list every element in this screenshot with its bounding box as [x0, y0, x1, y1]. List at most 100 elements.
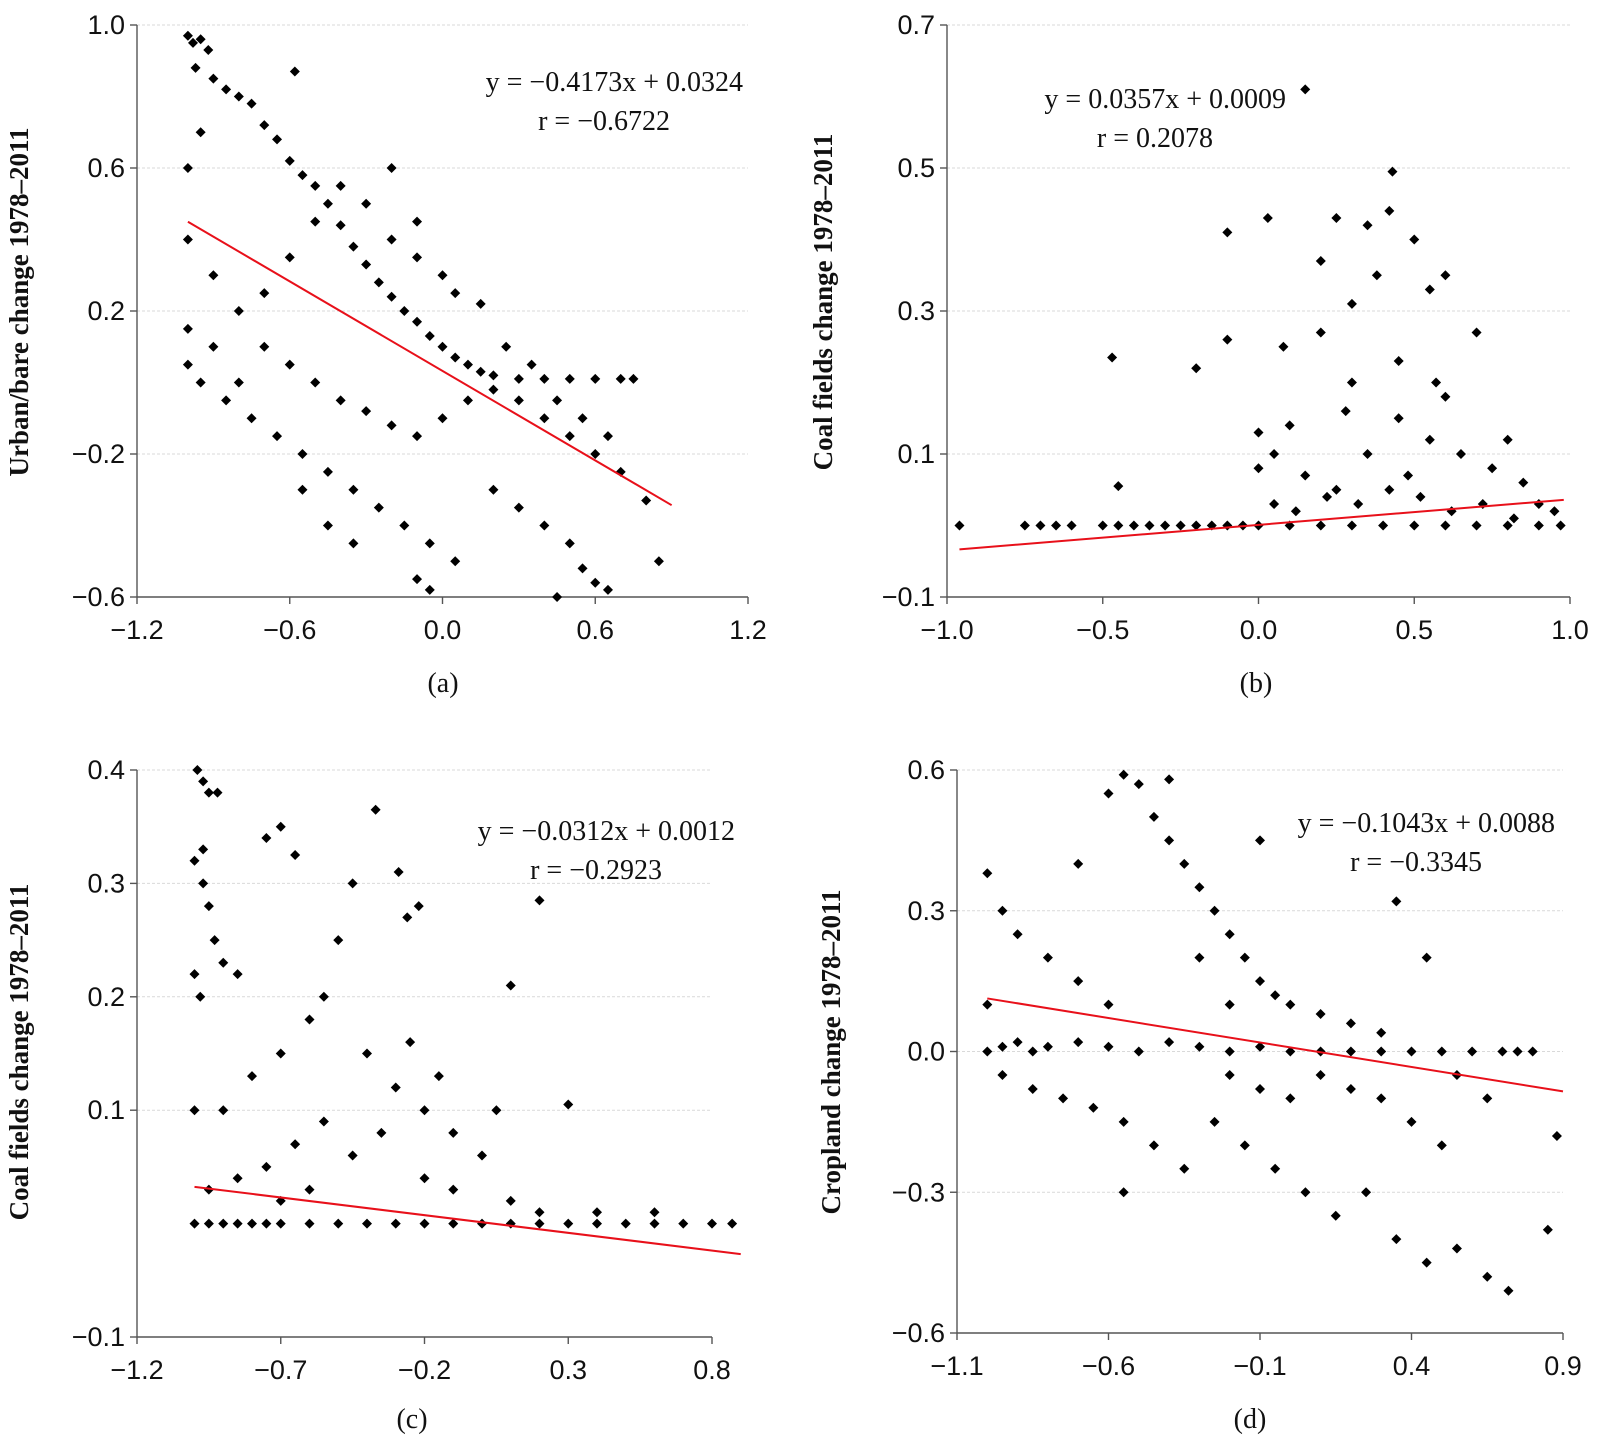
- data-point-b: [1331, 213, 1342, 224]
- data-point-d: [1012, 1037, 1023, 1048]
- data-point-a: [412, 316, 423, 327]
- panel-a: Urban/bare change 1978–2011 y = −0.4173x…: [4, 10, 767, 699]
- data-point-a: [208, 73, 219, 84]
- data-point-d: [1179, 858, 1190, 869]
- data-point-a: [501, 341, 512, 352]
- data-point-a: [590, 449, 601, 459]
- data-point-d: [1073, 1037, 1084, 1048]
- data-point-a: [233, 306, 244, 316]
- data-point-d: [1118, 1187, 1129, 1198]
- data-point-d: [1148, 811, 1159, 822]
- data-point-b: [1346, 298, 1357, 309]
- data-point-b: [1191, 363, 1202, 374]
- data-point-d: [1148, 1140, 1159, 1151]
- data-point-d: [1224, 1046, 1235, 1057]
- x-tick-label-d: 0.9: [1544, 1351, 1582, 1381]
- data-point-a: [188, 37, 199, 48]
- data-point-d: [1073, 858, 1084, 869]
- data-point-d: [1255, 976, 1265, 987]
- data-point-b: [1346, 377, 1357, 388]
- data-point-d: [1376, 1093, 1387, 1104]
- x-tick-label-c: 0.8: [693, 1355, 731, 1385]
- data-point-a: [246, 413, 257, 424]
- data-point-b: [1113, 481, 1124, 492]
- data-point-a: [577, 413, 588, 424]
- data-point-b: [1300, 470, 1311, 481]
- data-point-d: [1315, 1069, 1326, 1080]
- data-point-c: [304, 1184, 315, 1195]
- panel-c: Coal fields change 1978–2011 y = −0.0312…: [4, 755, 741, 1435]
- data-point-b: [1471, 520, 1482, 531]
- x-tick-label-b: −0.5: [1076, 615, 1129, 645]
- data-point-b: [1035, 520, 1046, 531]
- data-point-a: [526, 359, 537, 370]
- x-tick-label-d: 0.4: [1393, 1351, 1431, 1381]
- data-point-d: [1027, 1046, 1038, 1057]
- x-tick-label-c: −0.2: [398, 1355, 451, 1385]
- data-point-d: [1436, 1140, 1447, 1151]
- data-point-a: [653, 556, 664, 567]
- data-point-a: [475, 366, 486, 377]
- data-point-a: [386, 291, 397, 302]
- data-point-b: [1393, 356, 1404, 367]
- data-point-c: [290, 850, 301, 861]
- data-point-b: [1222, 227, 1233, 238]
- data-point-c: [563, 1099, 574, 1110]
- data-point-d: [1042, 952, 1053, 963]
- data-point-d: [1482, 1271, 1493, 1282]
- data-point-d: [1042, 1041, 1053, 1052]
- data-point-c: [649, 1218, 660, 1229]
- data-point-a: [348, 538, 359, 549]
- x-tick-label-c: 0.3: [549, 1355, 587, 1385]
- x-tick-label-a: −0.6: [263, 615, 316, 645]
- data-point-a: [310, 180, 321, 191]
- data-point-c: [192, 765, 203, 775]
- data-point-c: [275, 1048, 286, 1059]
- y-tick-label-b: 0.1: [897, 439, 935, 469]
- data-point-c: [275, 821, 286, 832]
- data-point-a: [552, 395, 563, 406]
- data-point-c: [212, 787, 223, 798]
- data-point-c: [203, 1218, 214, 1229]
- data-point-c: [209, 935, 220, 946]
- data-point-a: [233, 377, 244, 388]
- data-point-b: [1409, 520, 1420, 531]
- data-point-d: [1073, 976, 1084, 987]
- ylabel-d: Cropland change 1978–2011: [816, 889, 846, 1214]
- data-point-a: [259, 288, 270, 299]
- data-point-a: [297, 170, 308, 181]
- data-point-d: [1118, 1116, 1129, 1127]
- data-point-a: [203, 45, 214, 56]
- data-point-b: [1175, 520, 1186, 531]
- data-point-d: [1012, 929, 1023, 940]
- data-point-a: [488, 484, 499, 495]
- data-point-a: [310, 377, 321, 388]
- data-point-d: [1164, 1037, 1175, 1048]
- data-point-a: [399, 306, 410, 316]
- data-point-c: [370, 804, 381, 815]
- y-tick-label-b: 0.5: [897, 153, 935, 183]
- data-point-d: [1285, 999, 1296, 1010]
- data-point-d: [1512, 1046, 1523, 1057]
- data-point-a: [246, 98, 257, 109]
- data-point-a: [539, 373, 550, 384]
- data-point-b: [1353, 499, 1364, 510]
- data-point-d: [1285, 1093, 1296, 1104]
- data-point-d: [1406, 1116, 1417, 1127]
- data-point-b: [1471, 327, 1482, 338]
- data-point-d: [1103, 999, 1114, 1010]
- data-point-c: [390, 1082, 401, 1093]
- data-point-a: [513, 373, 524, 384]
- equation-d: y = −0.1043x + 0.0088: [1298, 808, 1555, 839]
- data-point-a: [386, 420, 397, 431]
- data-point-a: [424, 538, 435, 549]
- caption-c: (c): [396, 1404, 427, 1435]
- caption-a: (a): [427, 668, 458, 699]
- equation-a: y = −0.4173x + 0.0324: [486, 67, 743, 98]
- data-point-d: [1421, 952, 1432, 963]
- data-point-b: [1409, 234, 1420, 245]
- data-point-a: [373, 502, 384, 513]
- data-point-b: [1384, 484, 1395, 495]
- r-value-d: r = −0.3345: [1350, 847, 1482, 878]
- data-point-c: [563, 1218, 574, 1229]
